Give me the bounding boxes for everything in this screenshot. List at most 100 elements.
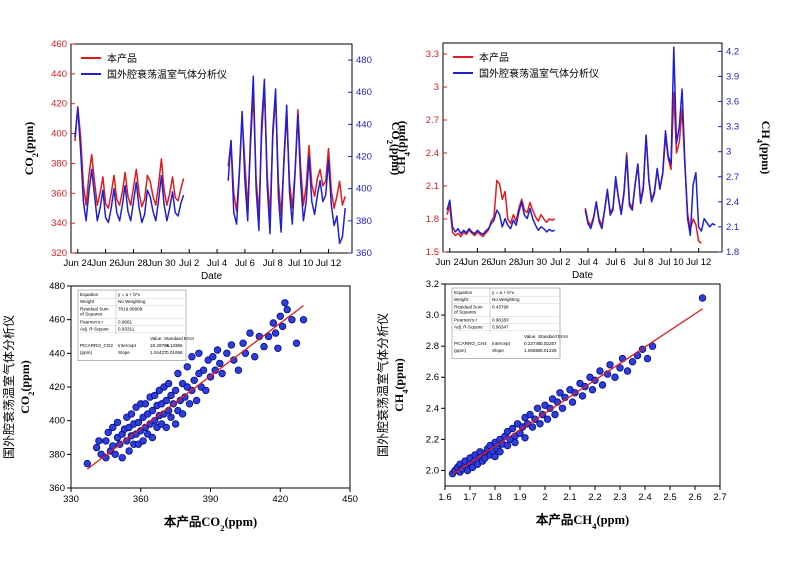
x-tick-label: 2.2: [588, 492, 601, 503]
stats-slope-label: Slope: [118, 350, 130, 355]
stats-row-name-1: PICARRO_CH4: [454, 341, 487, 346]
stats-value-equation: y = a + b*x: [492, 290, 515, 295]
data-point: [92, 443, 101, 452]
data-point: [171, 420, 180, 428]
y-right-axis-label: CH4(ppm): [756, 121, 774, 175]
x-tick-label: 2.7: [713, 492, 726, 503]
series-product-line-segment: [74, 105, 185, 209]
x-tick-label: Jul 12: [686, 257, 711, 268]
y-right-tick-label: 440: [356, 119, 372, 130]
data-point: [104, 428, 112, 437]
x-tick-label: Jul 6: [235, 258, 255, 269]
x-tick-label: Jul 10: [288, 258, 313, 269]
x-tick-label: 420: [272, 494, 288, 505]
data-point: [148, 433, 157, 442]
x-tick-label: Jul 4: [207, 258, 227, 269]
data-point: [543, 415, 552, 423]
y-left-tick-label: 320: [51, 248, 67, 259]
data-point: [264, 332, 273, 341]
data-point: [511, 438, 519, 447]
data-point: [148, 406, 157, 415]
data-point: [167, 391, 175, 400]
stats-value-rss: 7619.08909: [118, 306, 143, 311]
data-point: [528, 423, 537, 431]
stats-intercept-value: 0.23746: [524, 341, 541, 346]
ch4_ts-chart: Jun 24 Jun 26 Jun 28 Jun 30 Jul 2 Jul 4 Jul 6 J…: [394, 42, 774, 281]
data-point: [174, 369, 182, 378]
y-tick-label: 460: [49, 315, 65, 326]
x-tick-label: 1.8: [488, 492, 501, 503]
stats-slope-value: 1.04427: [150, 350, 167, 355]
data-point: [616, 364, 624, 372]
y-right-tick-label: 2.1: [726, 222, 739, 233]
data-point: [271, 329, 280, 337]
data-point: [127, 410, 136, 418]
data-point: [643, 354, 652, 363]
stats-col-error: Standard Error: [538, 334, 569, 339]
y-left-tick-label: 3.3: [426, 49, 439, 60]
data-point: [276, 312, 284, 320]
data-point: [125, 447, 133, 455]
data-point: [250, 353, 259, 361]
y-left-tick-label: 420: [51, 99, 67, 110]
y-axis-label-line2: CH4(ppm): [392, 358, 410, 412]
y-right-tick-label: 420: [356, 152, 372, 163]
x-tick-label: 1.7: [463, 492, 476, 503]
x-tick-label: Jun 24: [64, 258, 93, 269]
data-point: [95, 437, 103, 445]
data-point: [111, 450, 119, 458]
data-point: [183, 363, 191, 371]
y-right-tick-label: 3: [726, 147, 731, 158]
y-right-tick-label: 360: [356, 248, 372, 259]
data-point: [491, 452, 499, 461]
y-tick-label: 480: [49, 281, 65, 292]
stats-label-r2: Adj. R-Square: [454, 325, 483, 330]
data-point: [239, 339, 247, 347]
stats-label-pearson: Pearson's r: [80, 319, 104, 324]
y-left-tick-label: 3: [434, 82, 439, 93]
x-tick-label: 330: [63, 494, 79, 505]
x-tick-label: Jul 8: [633, 257, 653, 268]
y-tick-label: 440: [49, 348, 65, 359]
data-point: [223, 349, 231, 357]
stats-value-equation: y = a + b*x: [118, 292, 141, 297]
x-tick-label: Jun 28: [491, 257, 520, 268]
x-axis-label: Date: [572, 270, 594, 281]
data-point: [521, 434, 529, 442]
data-point: [192, 396, 201, 405]
stats-label-rss-2: of Squares: [80, 311, 103, 316]
stats-col-error: Standard Error: [164, 336, 195, 341]
data-point: [556, 389, 564, 397]
stats-intercept-value: 19.29765: [150, 343, 170, 348]
data-point: [496, 448, 504, 456]
data-point: [123, 437, 131, 445]
stats-label-equation: Equation: [80, 292, 99, 297]
y-right-tick-label: 2.4: [726, 197, 739, 208]
y-tick-label: 2.6: [426, 372, 439, 383]
stats-label-rss-1: Residual Sum: [80, 306, 109, 311]
x-axis-label: 本产品CO2(ppm): [164, 514, 257, 533]
x-tick-label: Jun 30: [518, 257, 547, 268]
y-tick-label: 3.2: [426, 279, 439, 290]
data-point: [199, 366, 208, 374]
data-point: [648, 342, 657, 350]
y-left-axis-label: CO2(ppm): [22, 122, 40, 176]
y-left-tick-label: 440: [51, 69, 67, 80]
ch4_ts-plot-frame: [442, 42, 723, 253]
data-point: [216, 359, 224, 368]
legend-label: 本产品: [107, 52, 137, 65]
x-tick-label: Jun 26: [463, 257, 492, 268]
x-tick-label: Jun 24: [435, 257, 464, 268]
x-tick-label: Jul 6: [606, 257, 626, 268]
x-tick-label: 2.1: [563, 492, 576, 503]
co2_ts-chart: Jun 24 Jun 26 Jun 28 Jun 30 Jul 2 Jul 4 Jul 6 J…: [22, 39, 403, 282]
data-point: [503, 441, 512, 450]
y-left-tick-label: 2.1: [426, 181, 439, 192]
legend-label: 国外腔衰荡温室气体分析仪: [479, 67, 599, 80]
stats-value-pearson: 0.9661: [118, 319, 132, 324]
stats-label-weight: Weight: [454, 297, 469, 302]
y-left-tick-label: 380: [51, 158, 67, 169]
x-tick-label: Jul 2: [179, 258, 199, 269]
data-point: [526, 410, 534, 419]
